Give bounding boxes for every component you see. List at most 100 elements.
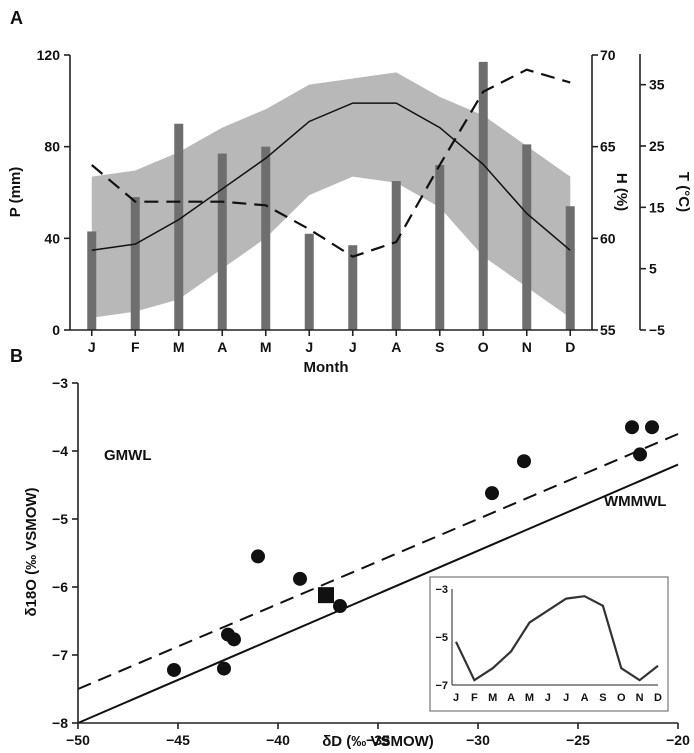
data-point <box>485 486 499 501</box>
precipitation-bar <box>217 153 227 330</box>
y-b-tick-label: −7 <box>52 647 68 663</box>
x-b-tick-label: −25 <box>566 732 590 748</box>
inset-frame <box>429 576 669 712</box>
precipitation-bar <box>174 123 184 330</box>
inset-line <box>455 595 659 682</box>
inset-x-tick-label: A <box>507 692 515 704</box>
data-point <box>251 549 265 564</box>
x-b-tick-label: −40 <box>266 732 290 748</box>
water-lines <box>77 433 679 724</box>
y-left-tick-label: 80 <box>44 139 60 155</box>
data-point <box>293 571 307 586</box>
temperature-band <box>91 72 571 318</box>
y-t-tick-label: 15 <box>649 199 665 215</box>
panel-b-chart: −8 −7 −6 −5 −4 −3 −50 −45 −40 −35 −30 −25 −20 GMWL W… <box>23 375 690 750</box>
inset-x-tick-label: D <box>654 692 662 704</box>
x-tick-label: M <box>260 339 272 355</box>
x-tick-label: S <box>435 339 444 355</box>
precipitation-bars <box>87 61 575 330</box>
inset-y-tick-label: −3 <box>435 584 448 596</box>
x-tick-label: A <box>391 339 401 355</box>
x-tick-label: O <box>478 339 489 355</box>
precipitation-bar <box>87 231 97 330</box>
x-tick-label: N <box>522 339 532 355</box>
x-axis-label-dd: δD (‰ VSMOW) <box>322 733 434 750</box>
humidity-line <box>91 68 571 258</box>
y-b-tick-label: −5 <box>52 511 68 527</box>
y-axis-label-humidity: H (%) <box>613 173 630 211</box>
gmwl-label: GMWL <box>104 447 151 464</box>
inset-x-tick-label: M <box>488 692 497 704</box>
y-t-tick-label: −5 <box>649 322 665 338</box>
panel-b-axes: −8 −7 −6 −5 −4 −3 −50 −45 −40 −35 −30 −25 −20 <box>52 375 690 748</box>
precipitation-bar <box>348 245 358 330</box>
precipitation-bar <box>391 181 401 330</box>
data-point <box>167 662 181 677</box>
y-axis-label-temperature: T (°C) <box>675 172 692 212</box>
data-point <box>227 632 241 647</box>
x-tick-label: J <box>349 339 357 355</box>
precipitation-bar <box>478 61 488 330</box>
y-axis-label-precipitation: P (mm) <box>7 167 24 218</box>
x-tick-label: M <box>173 339 185 355</box>
y-h-tick-label: 70 <box>600 47 616 63</box>
y-b-tick-label: −4 <box>52 443 68 459</box>
y-left-tick-label: 40 <box>44 230 60 246</box>
precipitation-bar <box>130 197 140 330</box>
inset-x-tick-label: A <box>581 692 589 704</box>
x-b-tick-label: −30 <box>466 732 490 748</box>
data-point <box>517 454 531 469</box>
y-t-tick-label: 35 <box>649 77 665 93</box>
isotope-points <box>167 420 659 677</box>
inset-x-tick-label: J <box>545 692 551 704</box>
y-left-tick-label: 120 <box>37 47 61 63</box>
inset-y-tick-label: −7 <box>435 680 448 692</box>
data-point <box>217 661 231 676</box>
inset-x-tick-label: F <box>471 692 478 704</box>
precipitation-bar <box>435 165 445 330</box>
panel-a-label: A <box>10 8 23 28</box>
inset-y-tick-label: −5 <box>435 632 448 644</box>
x-tick-label: A <box>217 339 227 355</box>
x-tick-label: J <box>305 339 313 355</box>
wmmwl-label: WMMWL <box>604 493 666 510</box>
x-b-tick-label: −50 <box>66 732 90 748</box>
y-b-tick-label: −6 <box>52 579 68 595</box>
inset-x-tick-label: N <box>636 692 644 704</box>
data-point <box>633 447 647 462</box>
inset-x-tick-label: S <box>599 692 606 704</box>
y-b-tick-label: −8 <box>52 715 68 731</box>
mean-point-square <box>318 587 334 604</box>
inset-x-tick-label: J <box>563 692 569 704</box>
temperature-mean-line <box>91 102 571 252</box>
data-point <box>625 420 639 435</box>
y-t-tick-label: 5 <box>649 261 657 277</box>
y-h-tick-label: 65 <box>600 139 616 155</box>
x-b-tick-label: −20 <box>666 732 690 748</box>
panel-a-axes: 0 40 80 120 55 60 65 70 −5 5 15 25 35 J F M A M J J A S O N D <box>37 47 666 355</box>
inset-chart: −3−5−7J F M A M J J A S O N D <box>429 576 669 712</box>
y-t-tick-label: 25 <box>649 138 665 154</box>
data-point <box>645 420 659 435</box>
x-tick-label: J <box>88 339 96 355</box>
inset-x-tick-label: J <box>453 692 459 704</box>
y-left-tick-label: 0 <box>52 322 60 338</box>
x-b-tick-label: −45 <box>166 732 190 748</box>
x-axis-label-month: Month <box>304 359 349 376</box>
x-tick-label: D <box>565 339 575 355</box>
inset-x-tick-label: O <box>617 692 626 704</box>
precipitation-bar <box>261 146 271 330</box>
y-b-tick-label: −3 <box>52 375 68 391</box>
precipitation-bar <box>522 144 532 330</box>
panel-b-label: B <box>10 346 23 366</box>
y-h-tick-label: 55 <box>600 322 616 338</box>
x-b-tick-label: −35 <box>366 732 390 748</box>
data-point <box>333 599 347 614</box>
inset-x-tick-label: M <box>525 692 534 704</box>
precipitation-bar <box>565 206 575 330</box>
panel-a-chart: 0 40 80 120 55 60 65 70 −5 5 15 25 35 J F M A M J J A S O N D Mo… <box>7 47 692 376</box>
wmmwl-line <box>77 463 679 724</box>
precipitation-bar <box>304 233 314 330</box>
x-tick-label: F <box>131 339 140 355</box>
